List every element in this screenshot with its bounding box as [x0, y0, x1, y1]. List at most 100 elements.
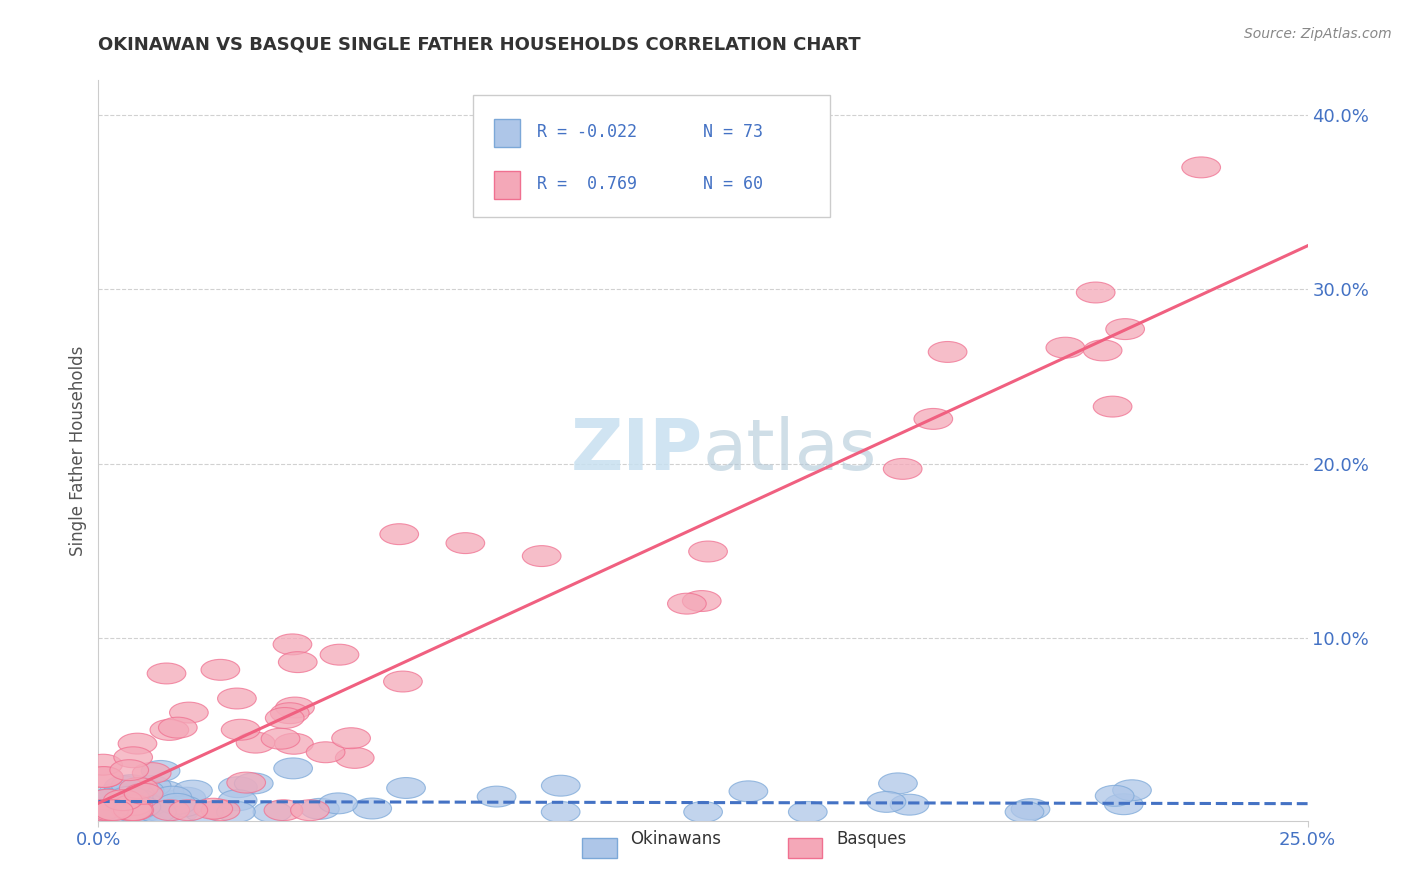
Ellipse shape — [112, 797, 152, 818]
Ellipse shape — [668, 593, 706, 614]
Ellipse shape — [94, 802, 134, 822]
Text: Source: ZipAtlas.com: Source: ZipAtlas.com — [1244, 27, 1392, 41]
Ellipse shape — [730, 780, 768, 802]
Ellipse shape — [253, 802, 292, 822]
Ellipse shape — [1083, 340, 1122, 361]
Ellipse shape — [107, 788, 146, 808]
Ellipse shape — [1046, 337, 1084, 358]
Ellipse shape — [82, 800, 121, 821]
Ellipse shape — [1112, 780, 1152, 801]
Ellipse shape — [84, 766, 124, 788]
Ellipse shape — [114, 780, 153, 802]
Ellipse shape — [115, 800, 153, 821]
Ellipse shape — [307, 742, 344, 763]
Ellipse shape — [115, 802, 153, 822]
Ellipse shape — [1095, 785, 1135, 806]
Ellipse shape — [120, 794, 157, 814]
Ellipse shape — [159, 717, 197, 738]
Ellipse shape — [336, 747, 374, 768]
Ellipse shape — [104, 776, 143, 797]
Text: atlas: atlas — [703, 416, 877, 485]
Ellipse shape — [150, 720, 188, 740]
Ellipse shape — [125, 780, 165, 801]
Ellipse shape — [218, 777, 257, 797]
Ellipse shape — [170, 702, 208, 723]
Ellipse shape — [194, 798, 232, 819]
Ellipse shape — [110, 760, 149, 780]
Ellipse shape — [541, 802, 581, 822]
Text: Basques: Basques — [837, 830, 907, 848]
Ellipse shape — [1077, 282, 1115, 303]
Ellipse shape — [114, 795, 152, 815]
Ellipse shape — [1094, 396, 1132, 417]
Ellipse shape — [160, 802, 198, 822]
Ellipse shape — [90, 800, 128, 821]
Text: Okinawans: Okinawans — [630, 830, 721, 848]
Ellipse shape — [928, 342, 967, 362]
Ellipse shape — [273, 634, 312, 655]
Ellipse shape — [97, 796, 136, 816]
Ellipse shape — [380, 524, 419, 545]
Ellipse shape — [150, 800, 190, 821]
Ellipse shape — [1105, 318, 1144, 340]
Ellipse shape — [883, 458, 922, 479]
Ellipse shape — [114, 798, 153, 819]
Ellipse shape — [84, 794, 122, 814]
Ellipse shape — [83, 792, 122, 814]
Ellipse shape — [128, 795, 167, 816]
Ellipse shape — [262, 728, 299, 749]
Ellipse shape — [477, 786, 516, 807]
Ellipse shape — [221, 719, 260, 740]
Ellipse shape — [879, 772, 917, 794]
Ellipse shape — [111, 787, 149, 807]
Ellipse shape — [110, 790, 149, 811]
Ellipse shape — [914, 409, 953, 429]
Ellipse shape — [278, 652, 318, 673]
Ellipse shape — [218, 688, 256, 709]
Ellipse shape — [270, 703, 309, 723]
Ellipse shape — [157, 793, 197, 814]
Ellipse shape — [114, 747, 152, 768]
Text: N = 73: N = 73 — [703, 123, 763, 141]
Ellipse shape — [111, 775, 150, 796]
Ellipse shape — [89, 789, 127, 810]
Ellipse shape — [115, 784, 155, 805]
Ellipse shape — [83, 798, 122, 820]
Ellipse shape — [138, 802, 176, 822]
Ellipse shape — [217, 802, 256, 822]
Ellipse shape — [167, 788, 205, 808]
Ellipse shape — [80, 802, 120, 822]
Ellipse shape — [683, 802, 723, 822]
Ellipse shape — [789, 802, 827, 822]
Ellipse shape — [682, 591, 721, 612]
Ellipse shape — [132, 763, 172, 783]
Ellipse shape — [105, 784, 145, 805]
FancyBboxPatch shape — [494, 119, 520, 147]
Ellipse shape — [104, 789, 142, 811]
Ellipse shape — [84, 766, 122, 788]
Ellipse shape — [218, 789, 257, 811]
Ellipse shape — [101, 790, 139, 811]
FancyBboxPatch shape — [787, 838, 823, 858]
Ellipse shape — [94, 800, 134, 821]
Ellipse shape — [236, 732, 276, 753]
Ellipse shape — [184, 802, 224, 822]
Ellipse shape — [689, 541, 727, 562]
Ellipse shape — [332, 728, 370, 748]
Y-axis label: Single Father Households: Single Father Households — [69, 345, 87, 556]
Ellipse shape — [122, 797, 160, 817]
Ellipse shape — [264, 800, 302, 821]
Text: OKINAWAN VS BASQUE SINGLE FATHER HOUSEHOLDS CORRELATION CHART: OKINAWAN VS BASQUE SINGLE FATHER HOUSEHO… — [98, 36, 860, 54]
Ellipse shape — [122, 791, 160, 812]
FancyBboxPatch shape — [582, 838, 617, 858]
Ellipse shape — [153, 786, 191, 807]
Text: R = -0.022: R = -0.022 — [537, 123, 637, 141]
Ellipse shape — [90, 789, 129, 809]
Ellipse shape — [266, 707, 304, 729]
Ellipse shape — [169, 800, 208, 821]
Ellipse shape — [165, 796, 202, 817]
Ellipse shape — [148, 663, 186, 684]
Text: R =  0.769: R = 0.769 — [537, 175, 637, 193]
Ellipse shape — [118, 795, 157, 815]
Ellipse shape — [105, 795, 145, 815]
